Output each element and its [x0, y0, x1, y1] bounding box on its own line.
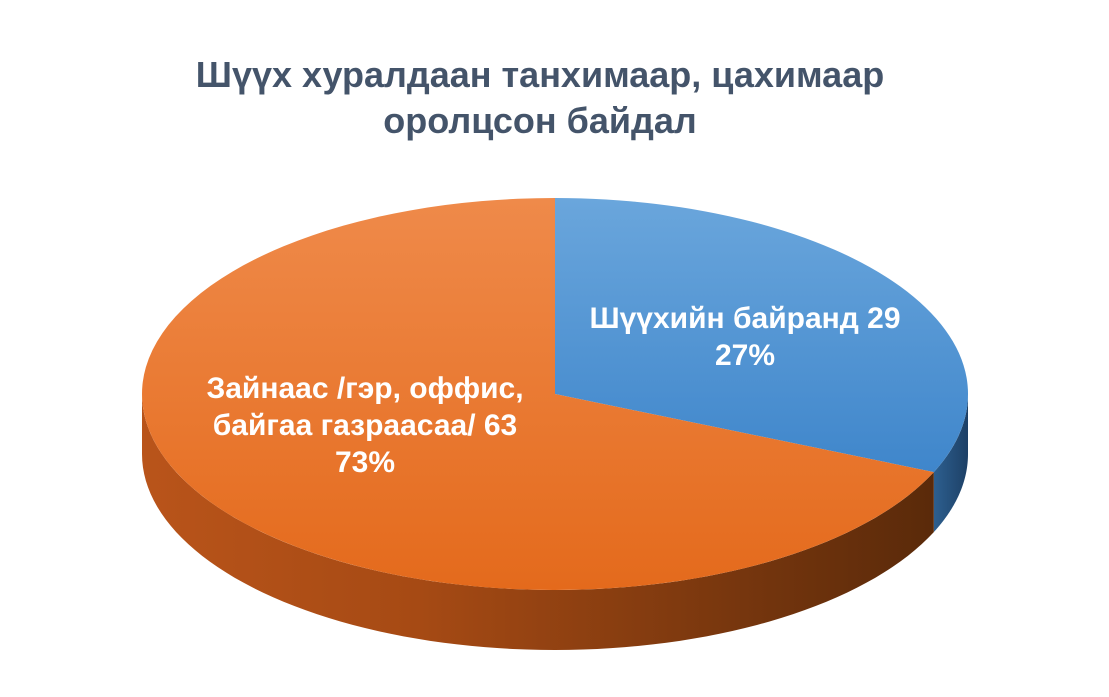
pie-side-layer [142, 394, 968, 650]
pie-side-2 [142, 394, 934, 650]
pie-top-layer [142, 197, 969, 590]
pie-slice-2 [142, 198, 934, 590]
chart-title-line-1: Шүүх хуралдаан танхимаар, цахимаар [195, 54, 885, 95]
data-label-2-line-3: 73% [335, 446, 395, 479]
pie-side-1 [933, 394, 968, 533]
pie-label-layer: Шүүхийн байранд 29 27% Зайнаас /гэр, оффис… [206, 302, 900, 479]
data-label-1-line-1: Шүүхийн байранд 29 [589, 302, 900, 335]
data-label-2-line-2: байгаа газраасаа/ 63 [213, 409, 517, 442]
data-label-2: Зайнаас /гэр, оффис, байгаа газраасаа/ 63… [206, 372, 523, 479]
data-label-1: Шүүхийн байранд 29 27% [589, 302, 900, 372]
chart-title: Шүүх хуралдаан танхимаар, цахимаар оролц… [0, 52, 1080, 144]
data-label-2-line-1: Зайнаас /гэр, оффис, [206, 372, 523, 405]
chart-title-line-2: оролцсон байдал [383, 100, 697, 141]
data-label-1-line-2: 27% [715, 339, 775, 372]
pie-slice-1 [555, 197, 969, 473]
